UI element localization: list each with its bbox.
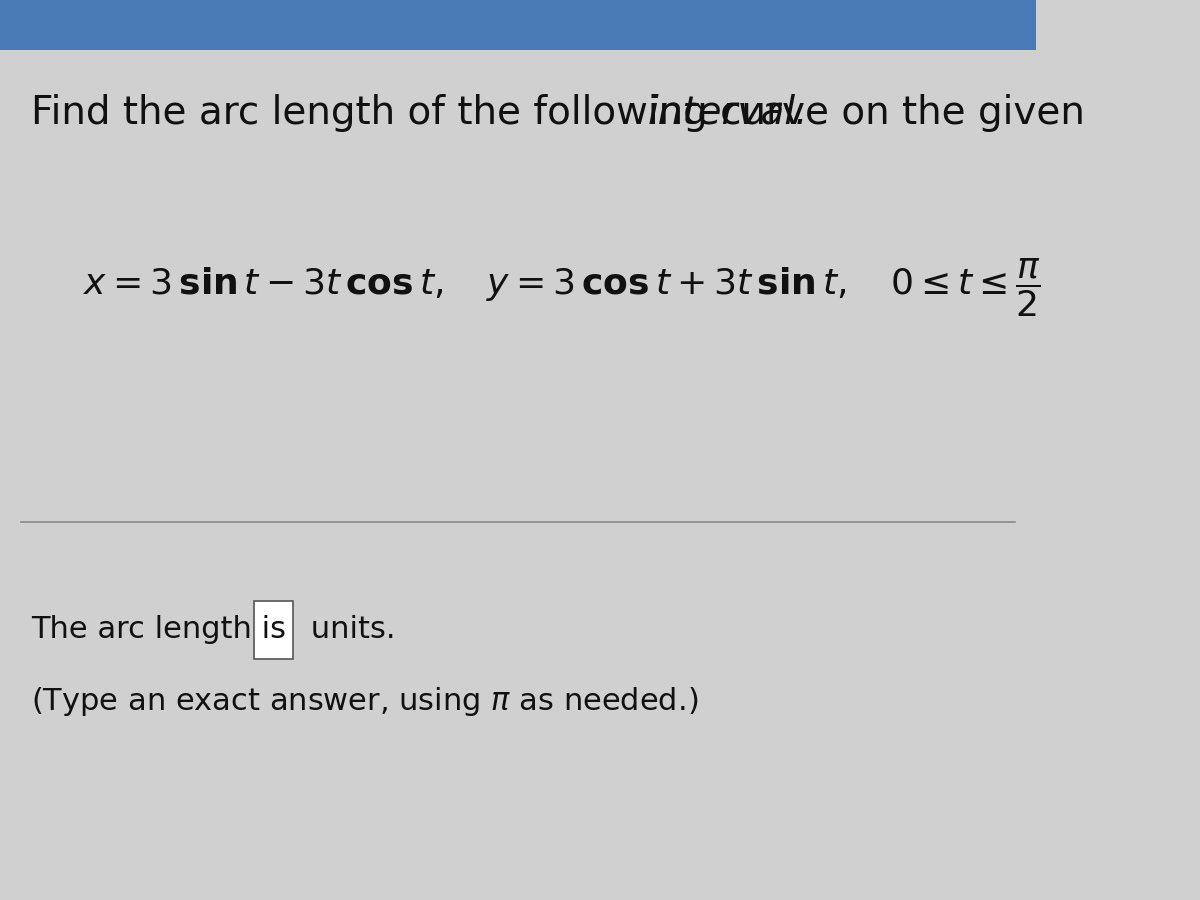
FancyBboxPatch shape	[253, 601, 293, 659]
Text: (Type an exact answer, using $\pi$ as needed.): (Type an exact answer, using $\pi$ as ne…	[31, 686, 698, 718]
FancyBboxPatch shape	[0, 0, 1036, 50]
Text: $x = 3\,\mathbf{sin}\,t - 3t\,\mathbf{cos}\,t,$$\quad y = 3\,\mathbf{cos}\,t + 3: $x = 3\,\mathbf{sin}\,t - 3t\,\mathbf{co…	[83, 256, 1040, 320]
Text: units.: units.	[301, 616, 396, 644]
Text: interval.: interval.	[648, 94, 808, 131]
Text: The arc length is: The arc length is	[31, 616, 296, 644]
Text: Find the arc length of the following curve on the given: Find the arc length of the following cur…	[31, 94, 1097, 131]
